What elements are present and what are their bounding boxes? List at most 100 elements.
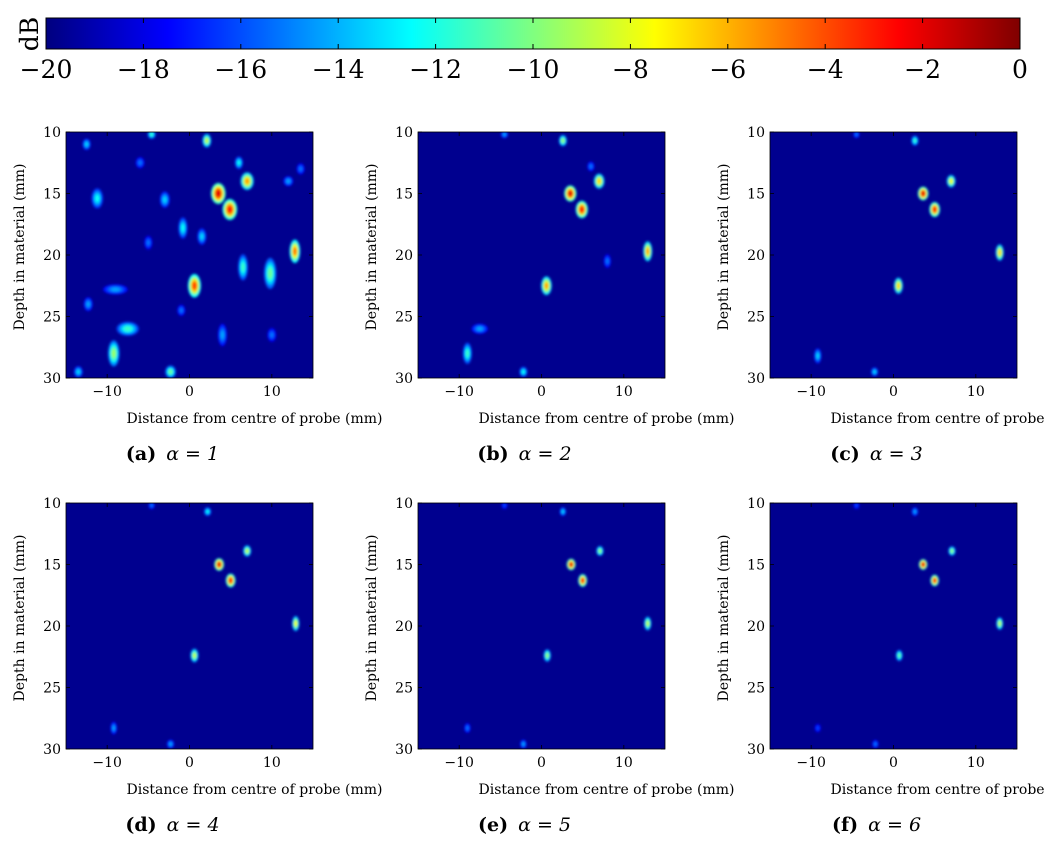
- reflector-blob: [116, 321, 139, 336]
- reflector-blob: [264, 257, 277, 289]
- caption-id: (c): [830, 443, 860, 465]
- subfigure-caption: (e) α = 5: [478, 814, 571, 836]
- y-tick-label: 20: [747, 619, 765, 635]
- reflector-blob: [911, 135, 919, 146]
- reflector-blob: [564, 185, 577, 202]
- colorbar-tick-label: −14: [312, 55, 365, 84]
- reflector-blob: [108, 340, 120, 367]
- y-tick-label: 10: [747, 125, 765, 141]
- heatmap-reflectors: [462, 132, 653, 377]
- reflector-blob: [103, 284, 128, 295]
- heatmap-reflectors: [110, 503, 300, 749]
- reflector-blob: [135, 157, 145, 169]
- reflector-blob: [895, 649, 903, 662]
- reflector-blob: [166, 739, 175, 749]
- reflector-blob: [165, 365, 176, 378]
- reflector-blob: [240, 172, 254, 190]
- reflector-blob: [292, 616, 300, 632]
- colorbar-unit-label: dB: [15, 17, 44, 51]
- colorbar-gradient: [45, 17, 1021, 50]
- y-tick-label: 15: [747, 187, 765, 203]
- reflector-blob: [872, 739, 879, 749]
- reflector-blob: [893, 277, 903, 294]
- subfigure-caption: (d) α = 4: [125, 814, 219, 836]
- y-tick-label: 15: [747, 558, 765, 574]
- x-axis-label: Distance from centre of probe (mm): [127, 411, 383, 427]
- reflector-blob: [110, 721, 117, 735]
- heatmap-background: [770, 503, 1017, 749]
- y-tick-label: 15: [395, 558, 413, 574]
- y-tick-label: 30: [747, 742, 765, 758]
- y-tick-label: 10: [747, 496, 765, 512]
- y-tick-label: 15: [395, 187, 413, 203]
- heatmap-reflectors: [464, 503, 652, 749]
- reflector-blob: [82, 138, 91, 150]
- reflector-blob: [177, 304, 186, 317]
- reflector-blob: [243, 545, 252, 557]
- reflector-blob: [948, 546, 956, 556]
- reflector-blob: [870, 367, 879, 377]
- y-tick-label: 30: [43, 742, 61, 758]
- x-tick-label: 0: [537, 755, 546, 771]
- reflector-blob: [462, 342, 472, 365]
- reflector-blob: [559, 507, 567, 517]
- reflector-blob: [917, 186, 929, 201]
- reflector-blob: [225, 573, 236, 588]
- colorbar-tick-label: −12: [409, 55, 462, 84]
- reflector-blob: [930, 574, 939, 587]
- reflector-blob: [210, 182, 226, 205]
- reflector-blob: [587, 161, 595, 172]
- reflector-blob: [853, 132, 860, 139]
- y-tick-label: 10: [395, 496, 413, 512]
- heatmap-background: [66, 132, 313, 378]
- reflector-blob: [296, 163, 305, 175]
- reflector-blob: [187, 273, 201, 298]
- y-axis-label: Depth in material (mm): [364, 164, 380, 331]
- reflector-blob: [464, 723, 471, 734]
- reflector-blob: [222, 198, 238, 221]
- y-tick-label: 20: [395, 248, 413, 264]
- y-axis-label: Depth in material (mm): [716, 535, 732, 702]
- colorbar-tick-label: −2: [904, 55, 941, 84]
- caption-id: (b): [477, 443, 508, 465]
- heatmap-panel: −10 0 10 10 15 20 25 30 Distance from centre of …: [364, 496, 735, 836]
- y-tick-label: 25: [43, 681, 61, 697]
- heatmap-panel: −10 0 10 10 15 20 25 30 Distance from centre of …: [12, 496, 383, 836]
- x-tick-label: 10: [263, 384, 281, 400]
- reflector-blob: [148, 503, 155, 510]
- reflector-blob: [190, 648, 199, 663]
- reflector-blob: [814, 348, 822, 364]
- colorbar-tick-label: −18: [117, 55, 170, 84]
- reflector-blob: [203, 507, 212, 517]
- heatmap-panel: −10 0 10 10 15 20 25 30 Distance from centre of …: [12, 125, 383, 465]
- caption-alpha: α = 5: [518, 814, 571, 836]
- reflector-blob: [995, 244, 1004, 261]
- reflector-blob: [596, 545, 604, 557]
- subfigure-caption: (a) α = 1: [126, 443, 219, 465]
- y-tick-label: 25: [395, 681, 413, 697]
- x-axis-label: Distance from centre of probe (mm): [831, 411, 1048, 427]
- reflector-blob: [267, 328, 277, 342]
- x-tick-label: −10: [444, 384, 474, 400]
- y-axis-label: Depth in material (mm): [364, 535, 380, 702]
- x-tick-label: −10: [796, 755, 826, 771]
- reflector-blob: [144, 235, 153, 250]
- reflector-blob: [238, 254, 248, 281]
- reflector-blob: [575, 200, 588, 219]
- colorbar-tick-label: −6: [709, 55, 746, 84]
- x-tick-label: −10: [92, 384, 122, 400]
- heatmap-background: [66, 503, 313, 749]
- reflector-blob: [520, 739, 527, 749]
- x-tick-label: −10: [92, 755, 122, 771]
- colorbar-tick-label: −8: [612, 55, 649, 84]
- y-tick-label: 15: [43, 558, 61, 574]
- caption-alpha: α = 2: [519, 443, 572, 465]
- heatmap-panel: −10 0 10 10 15 20 25 30 Distance from centre of …: [364, 125, 735, 465]
- reflector-blob: [918, 559, 928, 570]
- x-tick-label: 10: [615, 755, 633, 771]
- x-tick-label: −10: [444, 755, 474, 771]
- y-tick-label: 25: [747, 310, 765, 326]
- reflector-blob: [501, 503, 508, 510]
- reflector-blob: [197, 228, 207, 245]
- reflector-blob: [911, 507, 919, 517]
